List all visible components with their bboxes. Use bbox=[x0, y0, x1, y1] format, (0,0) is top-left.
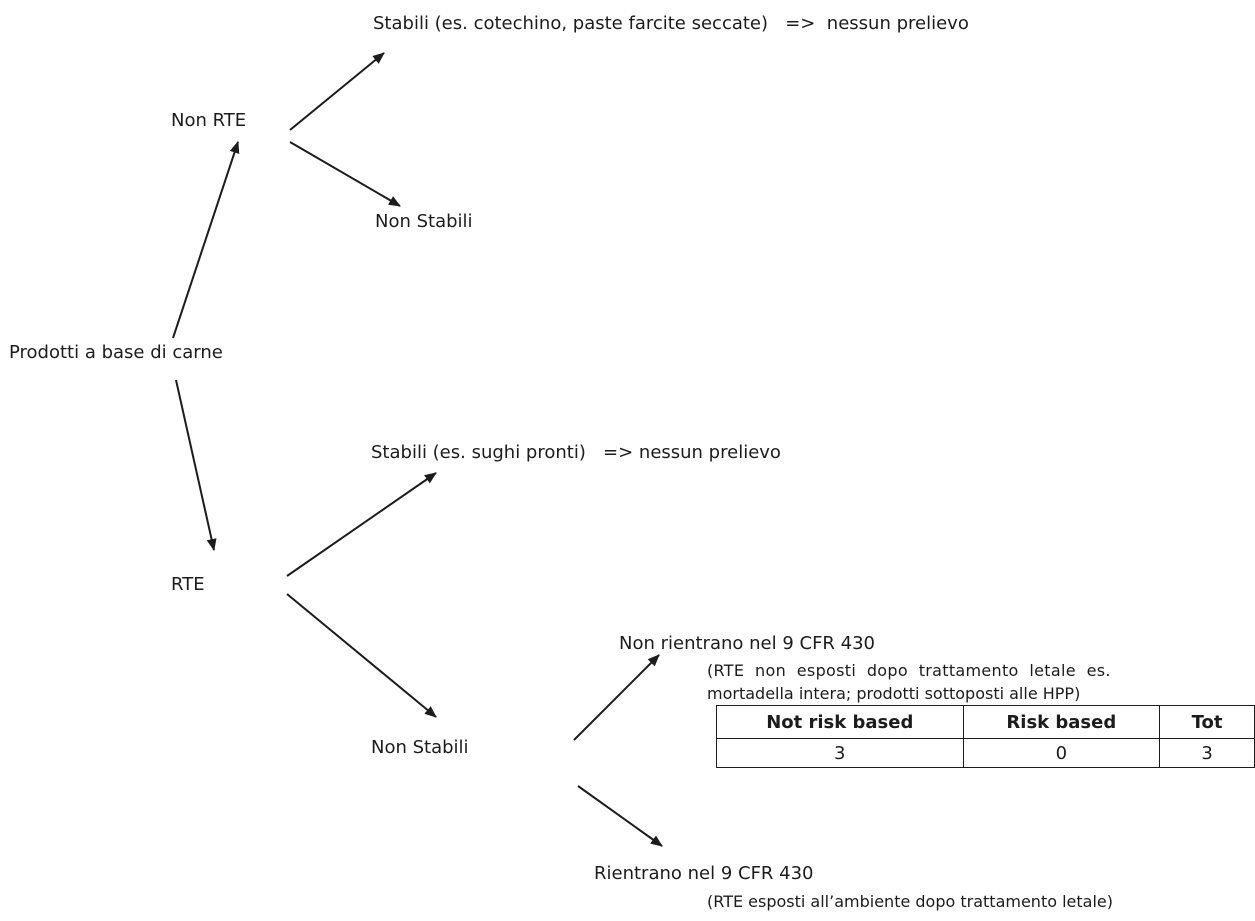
node-non-rte-non-stabili: Non Stabili bbox=[375, 211, 473, 232]
non-rientrano-note-line1: (RTE non esposti dopo trattamento letale… bbox=[707, 661, 1111, 680]
rientrano-note: (RTE esposti all’ambiente dopo trattamen… bbox=[707, 892, 1113, 911]
node-rientrano: Rientrano nel 9 CFR 430 bbox=[594, 863, 814, 884]
risk-table-cell-risk-based: 0 bbox=[962, 738, 1161, 768]
node-non-rte: Non RTE bbox=[171, 110, 247, 131]
arrow-non-rte-to-stabili bbox=[289, 52, 385, 131]
node-root: Prodotti a base di carne bbox=[9, 342, 223, 363]
arrow-rte-to-non-stabili bbox=[286, 593, 437, 718]
risk-table-cell-tot: 3 bbox=[1159, 738, 1255, 768]
risk-table-cell-not-risk-based: 3 bbox=[716, 738, 964, 768]
node-non-rte-stabili: Stabili (es. cotechino, paste farcite se… bbox=[373, 13, 969, 34]
risk-table-header-not-risk-based: Not risk based bbox=[716, 705, 964, 739]
risk-table-header-risk-based: Risk based bbox=[962, 705, 1161, 739]
node-rte-non-stabili: Non Stabili bbox=[371, 737, 469, 758]
risk-table-row: 3 0 3 bbox=[716, 738, 1255, 768]
arrow-root-to-non-rte bbox=[172, 141, 240, 339]
arrow-root-to-rte bbox=[175, 379, 217, 551]
risk-table: Not risk based Risk based Tot 3 0 3 bbox=[716, 705, 1255, 768]
node-non-rientrano: Non rientrano nel 9 CFR 430 bbox=[619, 633, 876, 654]
node-rte: RTE bbox=[171, 574, 205, 595]
node-rte-stabili: Stabili (es. sughi pronti) => nessun pre… bbox=[371, 442, 781, 463]
non-rientrano-note-line2: mortadella intera; prodotti sottoposti a… bbox=[707, 684, 1081, 703]
arrow-rte-to-stabili bbox=[286, 472, 437, 577]
arrow-non-stabili-to-non-rientrano bbox=[573, 654, 660, 741]
arrow-non-rte-to-non-stabili bbox=[289, 141, 401, 207]
arrow-non-stabili-to-rientrano bbox=[577, 785, 663, 847]
risk-table-header-row: Not risk based Risk based Tot bbox=[716, 705, 1255, 739]
risk-table-header-tot: Tot bbox=[1159, 705, 1255, 739]
